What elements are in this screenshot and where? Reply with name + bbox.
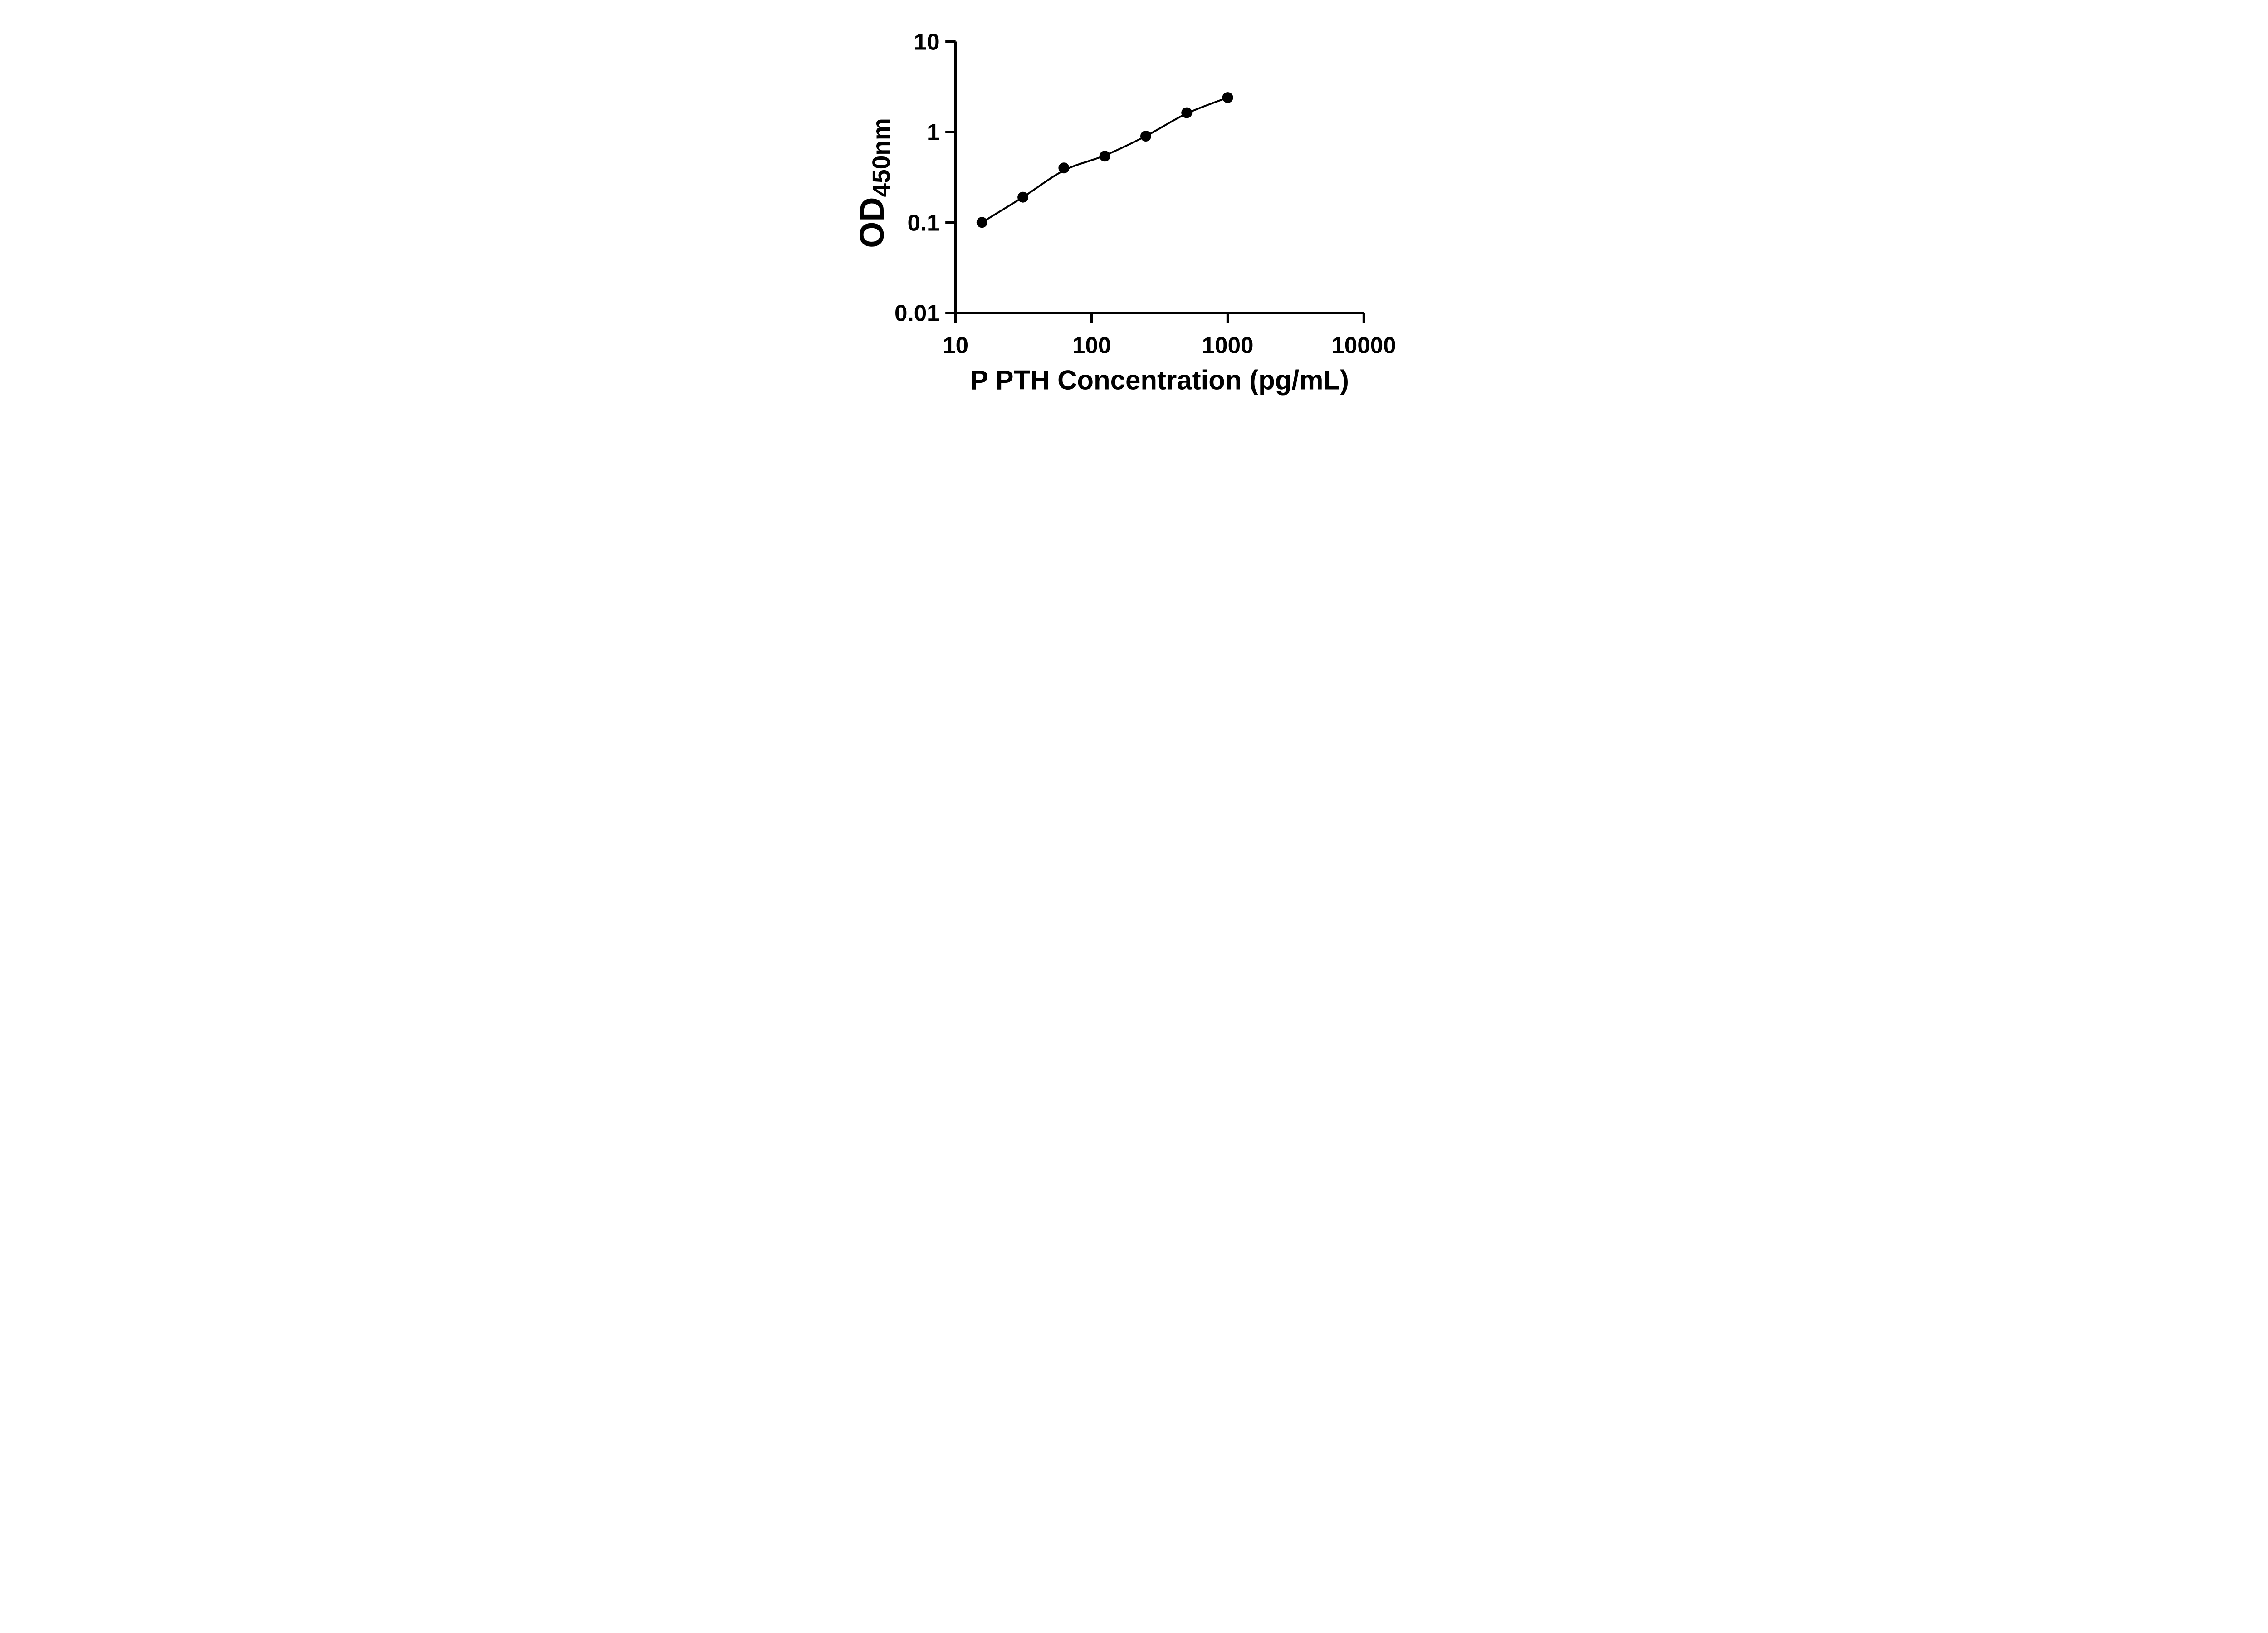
page: 10 1 0.1 0.01 10 100 1000 10000 P PTH Concentra… [0, 0, 2268, 408]
y-tick-label: 10 [914, 29, 939, 54]
data-point-marker [1181, 107, 1192, 118]
y-axis-title-main: OD [852, 197, 890, 248]
x-axis-title: P PTH Concentration (pg/mL) [970, 365, 1349, 395]
data-points-group [976, 92, 1233, 228]
axis-frame [954, 41, 1364, 314]
x-tick-label: 100 [1072, 332, 1110, 358]
data-point-marker [1222, 92, 1233, 103]
elisa-standard-curve-figure: 10 1 0.1 0.01 10 100 1000 10000 P PTH Concentra… [843, 0, 1426, 408]
data-point-marker [1058, 162, 1069, 174]
x-tick-label: 1000 [1202, 332, 1253, 358]
ticks-group [945, 40, 1365, 323]
data-point-marker [1140, 131, 1151, 142]
y-tick-label: 1 [927, 119, 940, 145]
y-axis-title-subscript: 450nm [867, 118, 895, 197]
data-point-marker [1017, 191, 1028, 203]
y-tick-label: 0.1 [907, 210, 939, 235]
figure-wrapper: 10 1 0.1 0.01 10 100 1000 10000 P PTH Concentra… [842, 0, 1426, 408]
data-point-marker [1099, 151, 1110, 162]
x-tick-label: 10000 [1331, 332, 1396, 358]
axes-group [954, 41, 1364, 314]
data-point-marker [976, 217, 987, 228]
x-tick-label: 10 [943, 332, 968, 358]
y-axis-title: OD450nm [852, 118, 895, 248]
y-tick-label: 0.01 [894, 300, 939, 326]
